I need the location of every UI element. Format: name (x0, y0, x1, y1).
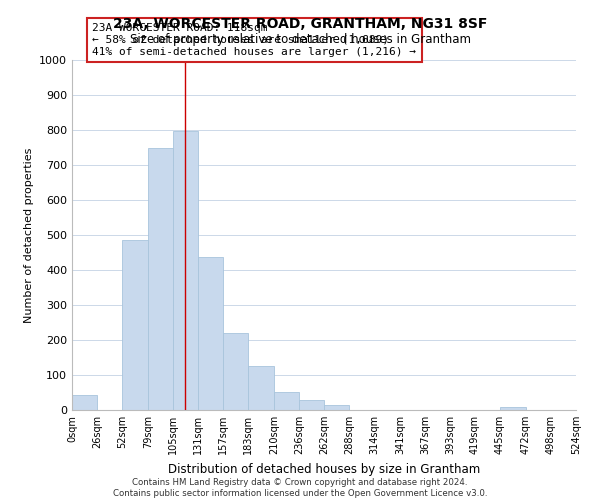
Bar (72, 396, 97, 410)
Text: Size of property relative to detached houses in Grantham: Size of property relative to detached ho… (130, 32, 470, 46)
Bar (299, 400, 324, 410)
Bar (198, 257, 223, 410)
Bar (274, 392, 299, 410)
Bar (173, 131, 198, 410)
Text: Contains HM Land Registry data © Crown copyright and database right 2024.
Contai: Contains HM Land Registry data © Crown c… (113, 478, 487, 498)
Bar (500, 407, 526, 410)
Bar (248, 366, 274, 410)
Text: 23A WORCESTER ROAD: 118sqm
← 58% of detached houses are smaller (1,689)
41% of s: 23A WORCESTER ROAD: 118sqm ← 58% of deta… (92, 24, 416, 56)
Bar (223, 333, 248, 410)
Text: 23A, WORCESTER ROAD, GRANTHAM, NG31 8SF: 23A, WORCESTER ROAD, GRANTHAM, NG31 8SF (113, 18, 487, 32)
Bar (148, 148, 173, 410)
Y-axis label: Number of detached properties: Number of detached properties (23, 148, 34, 322)
X-axis label: Distribution of detached houses by size in Grantham: Distribution of detached houses by size … (168, 462, 480, 475)
Bar (324, 405, 349, 410)
Bar (122, 240, 148, 410)
